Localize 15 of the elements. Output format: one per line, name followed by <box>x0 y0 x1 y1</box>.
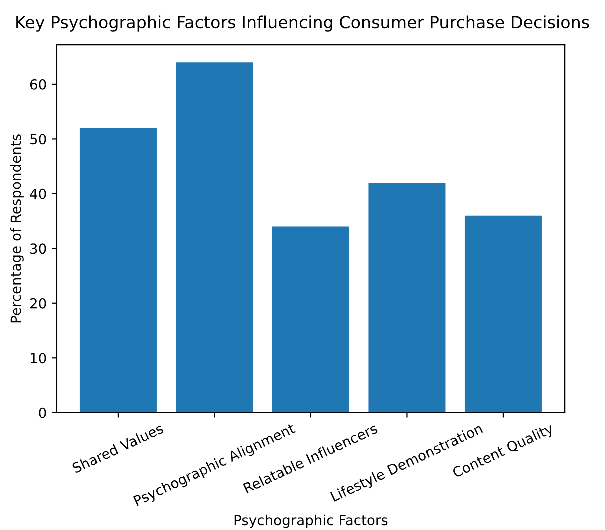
y-tick-label: 40 <box>30 188 46 200</box>
y-axis-title: Percentage of Respondents <box>10 134 24 323</box>
bar <box>464 216 542 413</box>
x-axis-title: Psychographic Factors <box>234 514 388 528</box>
y-tick-label: 10 <box>31 353 46 364</box>
bar <box>368 182 446 413</box>
bar <box>176 62 254 413</box>
y-tick-label: 30 <box>30 244 46 254</box>
y-tick-label: 20 <box>30 298 46 309</box>
bar <box>80 128 157 413</box>
y-tick-label: 50 <box>30 134 46 145</box>
y-tick-label: 60 <box>30 79 46 90</box>
chart-title: Key Psychographic Factors Influencing Consumer Purchase Decisions <box>16 16 590 32</box>
y-tick-label: 0 <box>39 408 46 418</box>
bar <box>272 226 350 413</box>
